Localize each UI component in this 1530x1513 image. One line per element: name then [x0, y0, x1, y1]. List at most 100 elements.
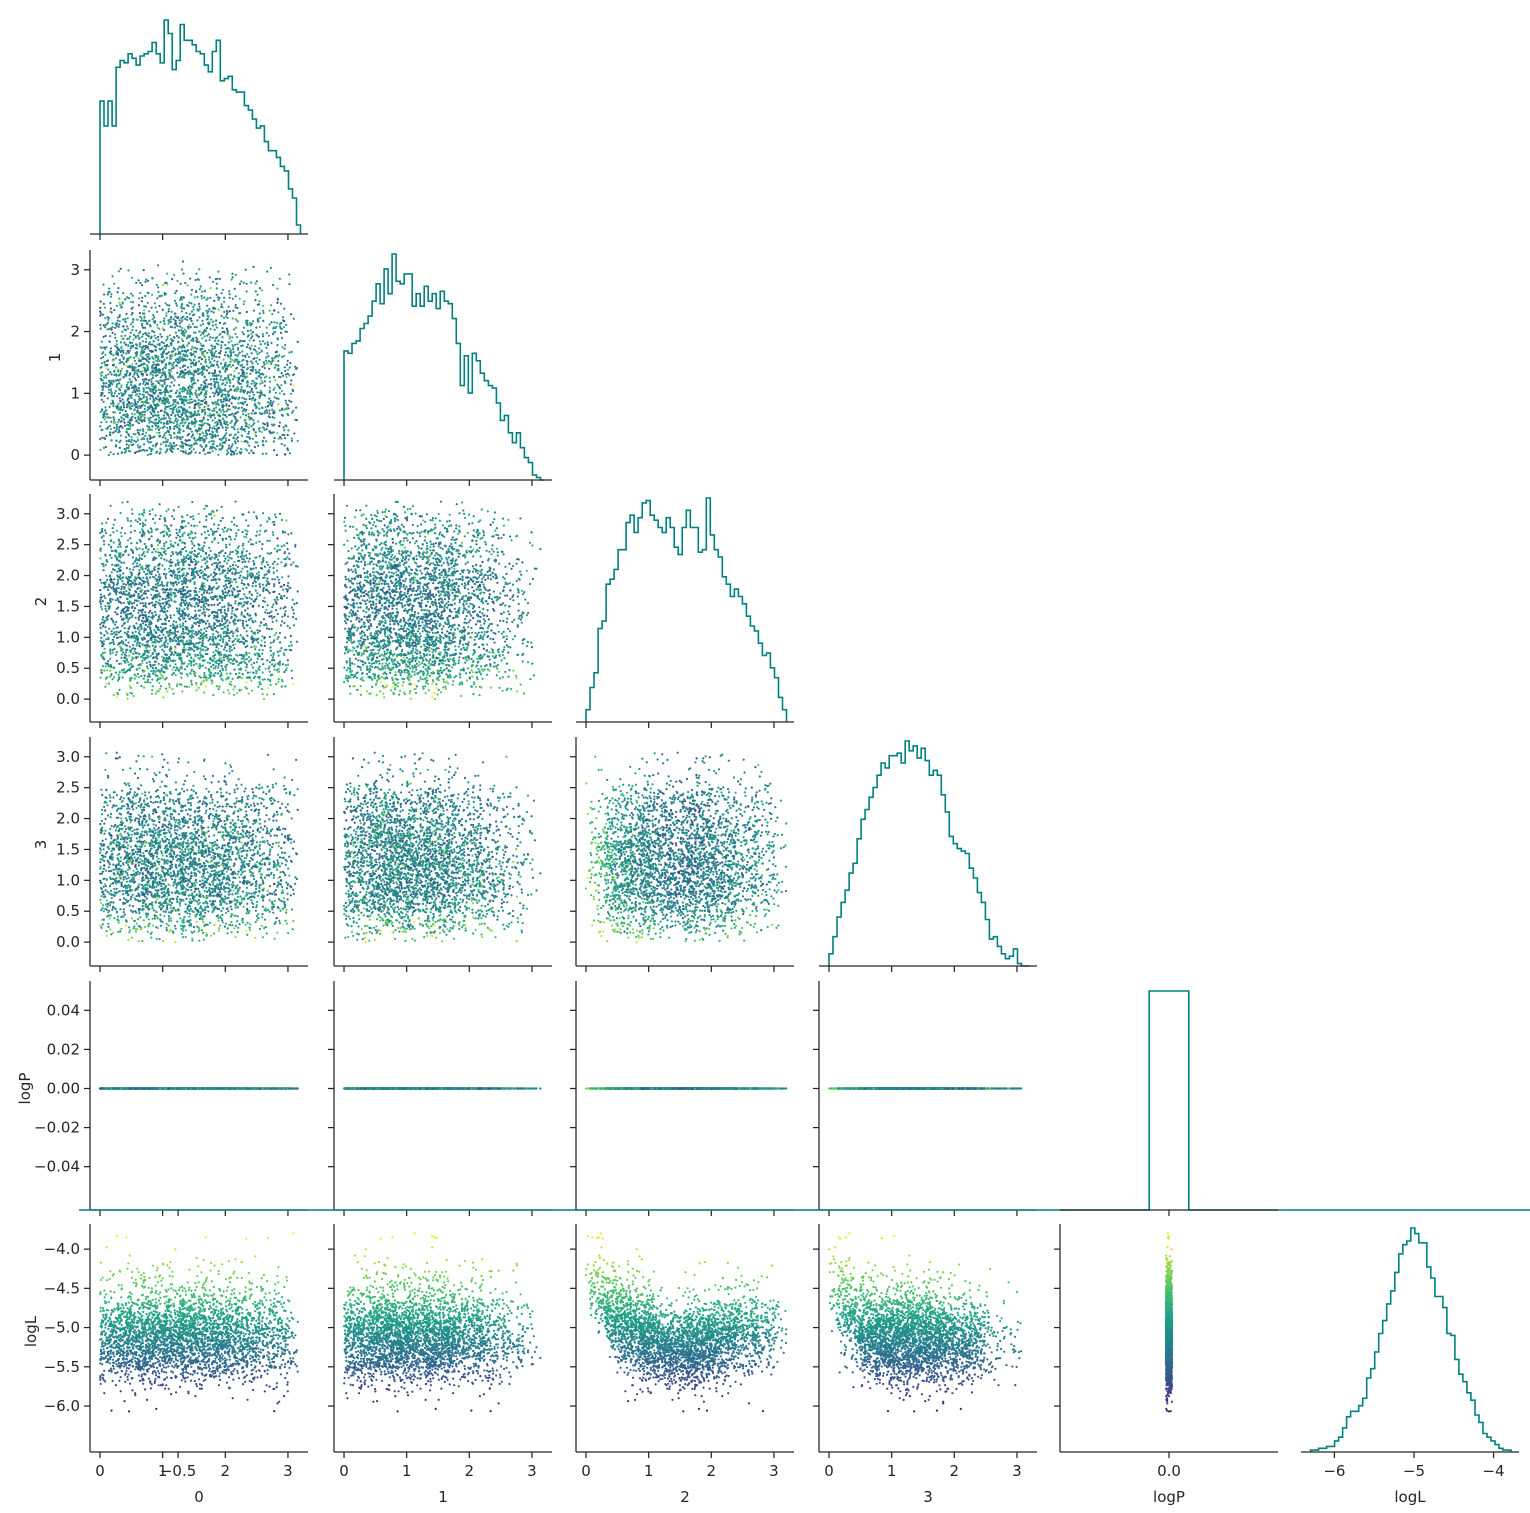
scatter-point: [154, 302, 156, 304]
scatter-point: [194, 356, 196, 358]
scatter-point: [103, 361, 105, 363]
scatter-point: [177, 411, 179, 413]
scatter-point: [126, 386, 128, 388]
scatter-point: [200, 324, 202, 326]
scatter-point: [165, 387, 167, 389]
scatter-point: [200, 349, 202, 351]
scatter-point: [275, 364, 277, 366]
scatter-point: [244, 377, 246, 379]
scatter-point: [276, 344, 278, 346]
scatter-point: [251, 352, 253, 354]
scatter-point: [148, 426, 150, 428]
scatter-point: [179, 398, 181, 400]
scatter-point: [120, 335, 122, 337]
scatter-point: [208, 308, 210, 310]
scatter-point: [157, 356, 159, 358]
scatter-point: [262, 335, 264, 337]
scatter-point: [154, 419, 156, 421]
scatter-point: [264, 343, 266, 345]
scatter-point: [282, 316, 284, 318]
scatter-point: [120, 307, 122, 309]
scatter-point: [277, 360, 279, 362]
scatter-point: [176, 335, 178, 337]
scatter-point: [201, 291, 203, 293]
scatter-point: [259, 312, 261, 314]
scatter-point: [221, 336, 223, 338]
scatter-point: [116, 325, 118, 327]
scatter-point: [216, 326, 218, 328]
scatter-point: [273, 309, 275, 311]
scatter-point: [118, 323, 120, 325]
scatter-point: [137, 374, 139, 376]
scatter-point: [175, 392, 177, 394]
scatter-point: [206, 369, 208, 371]
scatter-point: [257, 445, 259, 447]
scatter-point: [201, 358, 203, 360]
scatter-point: [237, 411, 239, 413]
scatter-point: [283, 393, 285, 395]
scatter-point: [122, 398, 124, 400]
scatter-point: [101, 362, 103, 364]
scatter-point: [182, 316, 184, 318]
scatter-point: [223, 323, 225, 325]
scatter-point: [176, 438, 178, 440]
scatter-point: [232, 443, 234, 445]
scatter-point: [190, 366, 192, 368]
scatter-point: [143, 269, 145, 271]
scatter-point: [163, 317, 165, 319]
scatter-point: [231, 446, 233, 448]
scatter-point: [114, 323, 116, 325]
scatter-point: [259, 369, 261, 371]
scatter-point: [201, 320, 203, 322]
scatter-point: [148, 447, 150, 449]
scatter-point: [183, 404, 185, 406]
scatter-point: [196, 432, 198, 434]
scatter-point: [224, 362, 226, 364]
scatter-point: [151, 307, 153, 309]
scatter-point: [156, 284, 158, 286]
scatter-point: [231, 402, 233, 404]
scatter-point: [161, 341, 163, 343]
scatter-point: [183, 451, 185, 453]
scatter-point: [158, 429, 160, 431]
scatter-point: [269, 310, 271, 312]
scatter-point: [197, 410, 199, 412]
scatter-point: [262, 440, 264, 442]
scatter-point: [116, 340, 118, 342]
scatter-point: [222, 379, 224, 381]
scatter-point: [113, 418, 115, 420]
scatter-point: [275, 326, 277, 328]
scatter-point: [245, 269, 247, 271]
scatter-point: [178, 336, 180, 338]
scatter-point: [255, 351, 257, 353]
corner-plot: 01230.00.51.01.52.02.53.00.00.51.01.52.0…: [0, 0, 1530, 1513]
scatter-point: [196, 296, 198, 298]
scatter-point: [202, 312, 204, 314]
scatter-point: [118, 326, 120, 328]
scatter-point: [170, 344, 172, 346]
scatter-point: [212, 372, 214, 374]
scatter-point: [152, 369, 154, 371]
scatter-point: [222, 368, 224, 370]
scatter-point: [154, 388, 156, 390]
scatter-point: [195, 337, 197, 339]
scatter-point: [297, 440, 299, 442]
scatter-point: [228, 341, 230, 343]
scatter-point: [237, 428, 239, 430]
scatter-point: [260, 343, 262, 345]
scatter-point: [270, 363, 272, 365]
scatter-point: [287, 429, 289, 431]
scatter-point: [291, 351, 293, 353]
scatter-point: [228, 445, 230, 447]
scatter-point: [173, 347, 175, 349]
scatter-point: [201, 425, 203, 427]
scatter-point: [280, 332, 282, 334]
scatter-point: [165, 417, 167, 419]
scatter-point: [268, 368, 270, 370]
scatter-point: [117, 453, 119, 455]
scatter-point: [125, 313, 127, 315]
scatter-point: [215, 324, 217, 326]
scatter-point: [262, 312, 264, 314]
scatter-point: [132, 424, 134, 426]
